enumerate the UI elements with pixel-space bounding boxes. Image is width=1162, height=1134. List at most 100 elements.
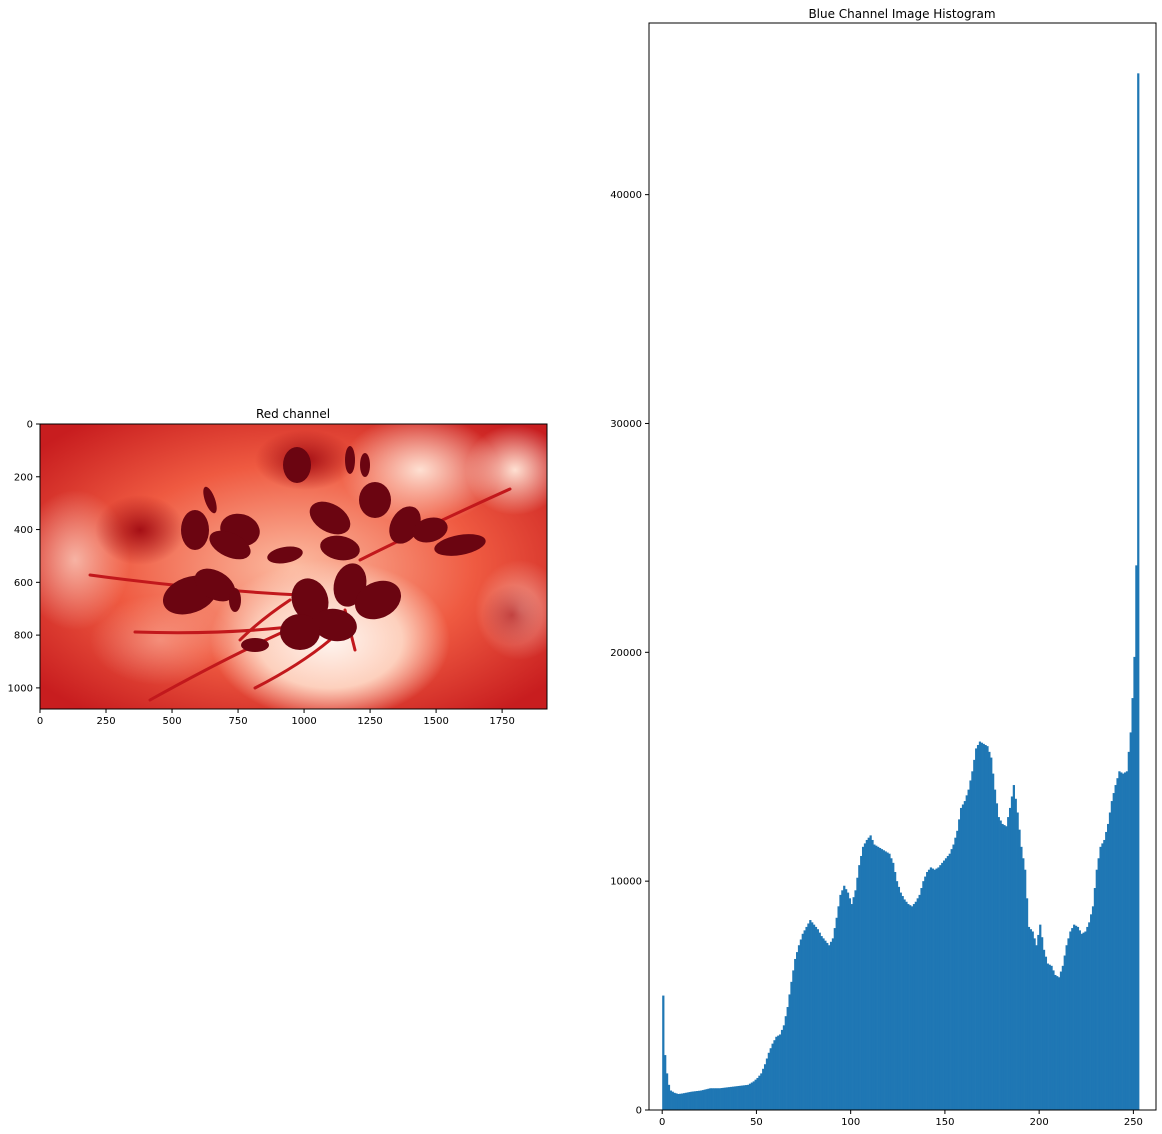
histogram-bar — [809, 920, 812, 1110]
histogram-x-ticks: 0 50 100 150 200 250 — [659, 1110, 1143, 1128]
img-x-tick-label: 500 — [162, 716, 181, 727]
histogram-bar — [718, 1088, 721, 1110]
histogram-bar — [999, 820, 1002, 1110]
histogram-bar — [667, 1084, 671, 1110]
histogram-bar — [745, 1085, 748, 1110]
histogram-bar — [926, 872, 929, 1110]
histogram-bar — [737, 1085, 740, 1110]
histogram-bar — [1052, 970, 1055, 1110]
histogram-bar — [724, 1087, 727, 1110]
histogram-bar — [694, 1091, 697, 1110]
histogram-bar — [950, 849, 953, 1110]
histogram-bar — [831, 938, 835, 1110]
histogram-bar — [914, 901, 917, 1110]
histogram-bar — [969, 780, 972, 1110]
histogram-bar — [954, 837, 957, 1110]
histogram-bar — [1090, 914, 1093, 1110]
histogram-bar — [713, 1088, 716, 1110]
histogram-bar — [828, 945, 831, 1110]
histogram-bar — [714, 1088, 718, 1110]
img-y-tick-label: 600 — [14, 578, 33, 589]
histogram-bar — [1078, 930, 1081, 1110]
histogram-bar — [824, 940, 827, 1110]
histogram-bar — [1037, 934, 1040, 1110]
histogram-bar — [682, 1093, 686, 1110]
histogram-bar — [1054, 974, 1057, 1110]
histogram-bar — [982, 743, 985, 1110]
histogram-bar — [1088, 922, 1091, 1110]
histogram-bar — [918, 894, 921, 1110]
histogram-bar — [735, 1086, 738, 1110]
histogram-bar — [901, 896, 904, 1110]
red-channel-axes: Red channel — [8, 407, 548, 727]
histogram-bar — [669, 1090, 672, 1110]
histogram-bar — [707, 1088, 710, 1110]
histogram-bar — [899, 892, 902, 1110]
histogram-bar — [1012, 785, 1015, 1110]
hist-y-tick-label: 30000 — [610, 419, 642, 430]
histogram-bar — [1093, 888, 1097, 1110]
histogram-bar — [997, 817, 1000, 1110]
histogram-bar — [961, 804, 965, 1110]
histogram-bar — [703, 1089, 706, 1110]
histogram-bar — [803, 930, 806, 1110]
histogram-bar — [731, 1086, 735, 1110]
histogram-bar — [990, 757, 993, 1110]
histogram-bar — [1074, 925, 1078, 1110]
histogram-bar — [820, 936, 823, 1110]
histogram-bar — [895, 881, 899, 1110]
histogram-bar — [701, 1090, 705, 1110]
red-channel-image — [40, 424, 547, 709]
histogram-bar — [1003, 825, 1006, 1110]
histogram-bar — [1059, 971, 1063, 1110]
histogram-axes: Blue Channel Image Histogram 0 50 100 150 20… — [610, 7, 1157, 1128]
histogram-bar — [907, 904, 910, 1110]
histogram-bar — [909, 905, 912, 1110]
histogram-bar — [686, 1092, 689, 1110]
histogram-bar — [786, 1007, 789, 1110]
histogram-bar — [967, 789, 970, 1110]
img-x-tick-label: 1500 — [423, 716, 448, 727]
histogram-bar — [924, 876, 927, 1110]
histogram-bar — [958, 819, 961, 1110]
histogram-bar — [805, 926, 808, 1110]
histogram-bar — [752, 1081, 755, 1110]
histogram-bar — [1046, 963, 1049, 1110]
histogram-bar — [784, 1016, 787, 1110]
histogram-bar — [886, 852, 889, 1110]
img-y-tick-label: 0 — [27, 420, 33, 431]
histogram-title: Blue Channel Image Histogram — [808, 7, 995, 21]
red-channel-y-ticks: 0 200 400 600 800 1000 — [8, 420, 40, 694]
img-x-tick-label: 1750 — [489, 716, 514, 727]
img-y-tick-label: 200 — [14, 472, 33, 483]
histogram-bar — [1065, 945, 1068, 1110]
histogram-bar — [1082, 932, 1085, 1110]
histogram-bar — [773, 1040, 776, 1110]
histogram-bar — [675, 1093, 678, 1110]
histogram-bar — [665, 1073, 669, 1110]
histogram-bar — [779, 1034, 782, 1110]
histogram-bar — [705, 1089, 708, 1110]
histogram-bar — [758, 1075, 761, 1110]
hist-x-tick-label: 50 — [750, 1117, 763, 1128]
img-x-tick-label: 1000 — [291, 716, 316, 727]
histogram-bar — [716, 1088, 720, 1110]
histogram-bar — [818, 932, 821, 1110]
histogram-bar — [801, 933, 804, 1110]
histogram-bar — [775, 1036, 778, 1110]
histogram-bar — [888, 853, 891, 1110]
histogram-bar — [679, 1093, 682, 1110]
img-y-tick-label: 800 — [14, 631, 33, 642]
histogram-bar — [1048, 964, 1051, 1110]
histogram-bar — [956, 830, 959, 1110]
histogram-bar — [690, 1091, 693, 1110]
histogram-bar — [769, 1048, 772, 1110]
histogram-bar — [677, 1093, 680, 1110]
histogram-bar — [975, 748, 978, 1110]
histogram-bar — [822, 938, 825, 1110]
histogram-bar — [1112, 793, 1115, 1110]
histogram-bars — [662, 73, 1140, 1111]
histogram-bar — [826, 942, 829, 1110]
histogram-bar — [726, 1087, 729, 1110]
